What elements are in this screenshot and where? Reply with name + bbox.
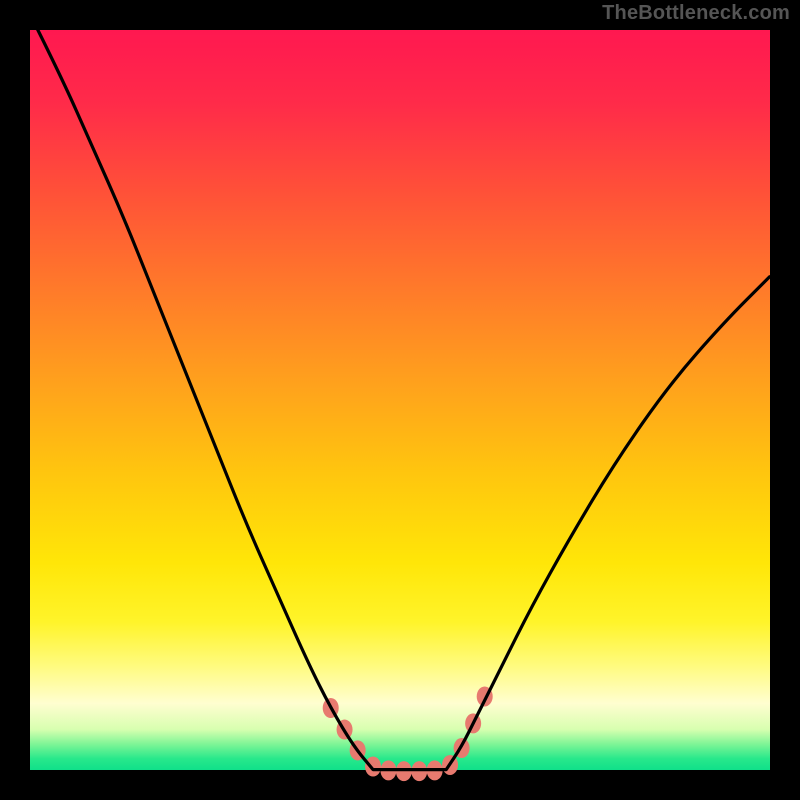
- watermark-text: TheBottleneck.com: [602, 2, 790, 25]
- curve-marker: [365, 757, 381, 777]
- chart-stage: TheBottleneck.com: [0, 0, 800, 800]
- chart-svg: [0, 0, 800, 800]
